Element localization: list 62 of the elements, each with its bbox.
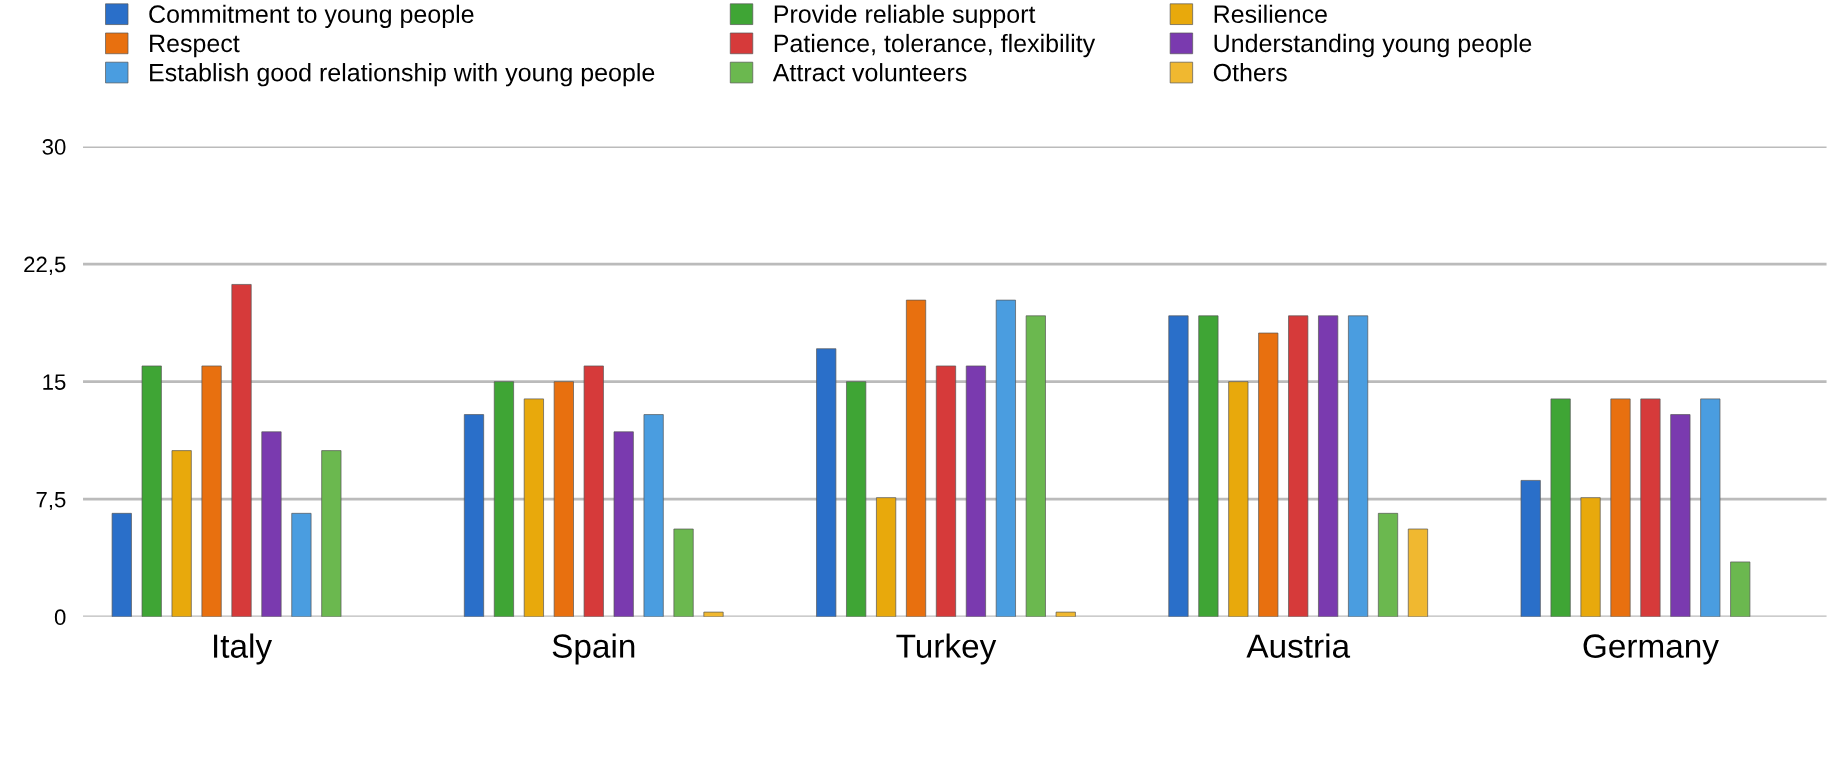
bar: [1258, 332, 1279, 617]
bar: [965, 365, 986, 617]
bar: [1640, 398, 1661, 617]
bar: [493, 381, 514, 617]
legend-label: Establish good relationship with young people: [150, 63, 655, 87]
bar: [876, 497, 897, 617]
bar: [846, 381, 867, 617]
legend-label: Provide reliable support: [774, 4, 1036, 28]
bar: [523, 398, 544, 617]
bar: [321, 450, 342, 617]
bar: [261, 431, 282, 617]
bar: [1580, 497, 1601, 617]
bar: [995, 299, 1016, 617]
legend-label: Resilience: [1214, 4, 1327, 24]
x-tick-label: Italy: [214, 633, 273, 665]
y-tick-label: 0: [54, 609, 66, 626]
x-tick-label: Spain: [552, 633, 635, 665]
legend-label: Respect: [150, 34, 240, 58]
bar: [1730, 561, 1751, 617]
bar: [1198, 315, 1219, 617]
bar: [703, 611, 724, 617]
bar: [201, 365, 222, 617]
legend-label: Attract volunteers: [772, 63, 967, 82]
bar: [643, 414, 664, 617]
bar: [1407, 528, 1428, 617]
bar: [1670, 414, 1691, 617]
bar: [673, 528, 694, 617]
y-tick-label: 7,5: [36, 491, 66, 511]
bar: [291, 512, 312, 617]
y-tick-label: 30: [42, 139, 66, 155]
bar: [553, 381, 574, 617]
bar: [171, 450, 192, 617]
bar: [1377, 512, 1399, 617]
bar: [463, 414, 485, 617]
bar: [1520, 480, 1541, 617]
bar: [1055, 611, 1076, 617]
x-tick-label: Turkey: [896, 633, 997, 665]
bar: [231, 284, 252, 617]
y-tick-label: 15: [43, 374, 66, 390]
bar: [141, 365, 162, 617]
bar: [1228, 381, 1249, 617]
bar: [1700, 398, 1721, 617]
legend-label: Commitment to young people: [149, 4, 474, 28]
bar: [583, 365, 604, 617]
x-tick-label: Germany: [1583, 634, 1719, 665]
bar: [935, 365, 957, 617]
bar: [816, 348, 837, 617]
bar: [906, 299, 927, 617]
bar: [613, 431, 634, 617]
bar: [1318, 315, 1339, 617]
bar: [1348, 315, 1369, 617]
bar: [1168, 315, 1189, 617]
y-tick-label: 22,5: [24, 256, 66, 275]
bar: [1025, 315, 1046, 617]
bar: [1550, 398, 1571, 617]
legend-label: Patience, tolerance, flexibility: [774, 33, 1096, 58]
x-tick-label: Austria: [1246, 633, 1351, 658]
legend-label: Understanding young people: [1214, 33, 1532, 58]
legend-label: Others: [1213, 63, 1287, 82]
bar: [111, 512, 132, 617]
bar: [1288, 315, 1309, 617]
bar: [1610, 398, 1631, 617]
